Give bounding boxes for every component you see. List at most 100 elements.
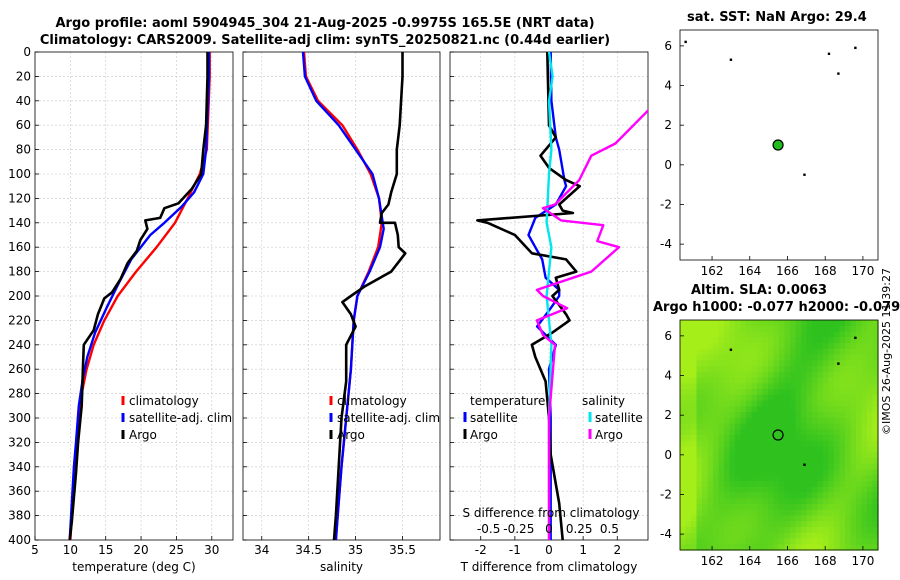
sla-map-cell [801, 331, 808, 338]
sla-map-cell [834, 371, 841, 379]
sla-map-cell [856, 469, 863, 476]
sla-map-cell [812, 498, 819, 505]
sla-map-cell [817, 389, 824, 396]
sla-map-cell [784, 521, 791, 528]
sla-map-cell [713, 412, 720, 419]
sla-map-cell [817, 354, 824, 361]
sla-map-cell [696, 481, 703, 488]
sla-map-cell [740, 377, 747, 384]
sla-map-cell [768, 383, 775, 390]
sla-map-cell [856, 320, 863, 327]
sla-map-cell [707, 371, 714, 379]
sla-map-cell [872, 348, 879, 356]
salinity-xtick-label-34.5: 34.5 [295, 543, 322, 557]
sla-map-cell [757, 325, 764, 333]
sla-map-cell [867, 498, 874, 505]
sla-map-cell [773, 440, 780, 448]
sla-map-cell [839, 521, 846, 528]
sla-map-cell [691, 377, 698, 384]
sla-map-cell [790, 371, 797, 379]
sla-map-cell [817, 406, 824, 413]
sla-map-cell [751, 417, 758, 425]
sla-map-cell [801, 452, 808, 459]
sla-map-cell [713, 320, 720, 327]
sla-map-cell [762, 435, 769, 442]
sla-map-cell [850, 360, 857, 367]
sla-map-cell [757, 354, 764, 361]
sla-map-cell [801, 544, 808, 551]
sla-map-cell [685, 475, 692, 482]
sla-map-cell [801, 481, 808, 488]
sla-map-cell [828, 440, 835, 448]
sla-map-cell [823, 538, 830, 545]
sla-map-cell [784, 377, 791, 384]
sla-map-cell [801, 509, 808, 517]
sla-map-cell [839, 509, 846, 517]
sla-map-cell [746, 532, 753, 540]
sla-map-cell [861, 544, 868, 551]
sla-map-cell [834, 406, 841, 413]
sst-map-island-3 [854, 46, 857, 50]
sla-map-cell [729, 320, 736, 327]
sla-map-cell [817, 458, 824, 465]
sla-map-cell [856, 400, 863, 407]
salinity-xtick-label-34: 34 [254, 543, 269, 557]
sla-map-cell [845, 486, 852, 494]
sla-map-cell [713, 498, 720, 505]
sla-map-cell [790, 463, 797, 471]
sla-map-cell [762, 486, 769, 494]
sla-map-cell [850, 452, 857, 459]
sla-map-cell [861, 509, 868, 517]
sla-map-cell [713, 469, 720, 476]
sla-map-cell [790, 492, 797, 499]
sla-map-cell [823, 348, 830, 356]
sla-map-cell [856, 446, 863, 453]
sla-map-cell [707, 417, 714, 425]
sla-map-cell [773, 463, 780, 471]
sla-map-cell [762, 532, 769, 540]
sla-map-cell [718, 452, 725, 459]
sla-map-cell [691, 544, 698, 551]
sla-map-cell [702, 371, 709, 379]
sla-map-cell [729, 521, 736, 528]
sla-map-cell [707, 504, 714, 511]
sla-map-cell [806, 348, 813, 356]
sla-map-cell [861, 331, 868, 338]
sla-map-cell [795, 446, 802, 453]
sla-map-cell [751, 377, 758, 384]
sla-map-cell [707, 366, 714, 373]
sla-map-cell [773, 389, 780, 396]
sla-map-cell [823, 331, 830, 338]
sla-map-cell [850, 348, 857, 356]
sla-map-cell [691, 498, 698, 505]
sla-map-cell [762, 504, 769, 511]
sla-map-cell [872, 331, 879, 338]
sla-map-cell [691, 458, 698, 465]
sla-map-cell [867, 527, 874, 534]
sla-map-cell [740, 532, 747, 540]
sla-map-cell [680, 394, 687, 402]
sla-map-cell [856, 521, 863, 528]
sla-map-cell [718, 509, 725, 517]
sla-map-cell [839, 486, 846, 494]
sla-map-cell [784, 348, 791, 356]
sla-map-cell [823, 366, 830, 373]
sla-map-cell [806, 400, 813, 407]
sla-map-cell [823, 343, 830, 350]
sla-map-cell [718, 515, 725, 522]
sla-map-cell [812, 504, 819, 511]
sla-map-cell [773, 429, 780, 436]
sla-map-cell [812, 521, 819, 528]
temperature-ytick-label-400: 400 [8, 533, 31, 547]
sla-map-cell [801, 325, 808, 333]
sla-map-cell [696, 458, 703, 465]
sla-map-cell [685, 515, 692, 522]
sla-map-cell [839, 463, 846, 471]
sla-map-cell [828, 366, 835, 373]
sla-map-cell [850, 417, 857, 425]
sla-map-cell [702, 360, 709, 367]
sla-map-cell [751, 515, 758, 522]
sla-map-cell [713, 509, 720, 517]
diff-x2label: S difference from climatology [463, 506, 640, 520]
sla-map-cell [680, 377, 687, 384]
